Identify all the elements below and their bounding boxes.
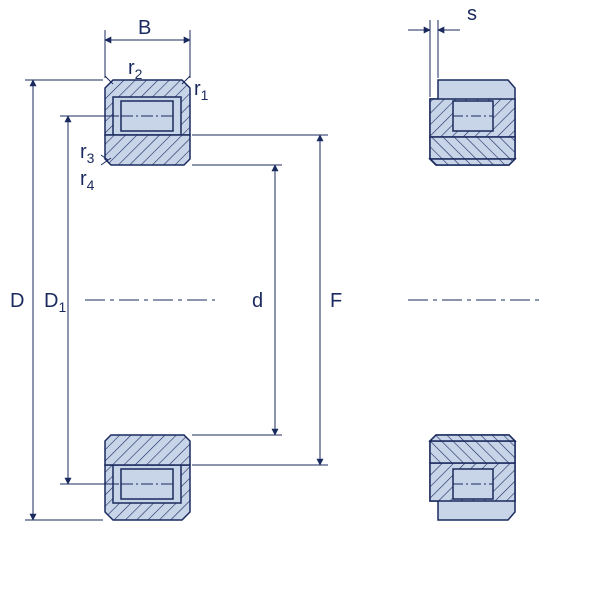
bearing-diagram: B s D D1 d F r2 r1 r3 r4 <box>0 0 600 600</box>
label-d: d <box>252 290 263 312</box>
right-hatch-inner-top <box>430 137 515 159</box>
label-D: D <box>10 290 24 312</box>
right-hatch-inner-bottom <box>430 441 515 463</box>
label-F: F <box>330 290 342 312</box>
label-B: B <box>138 17 151 39</box>
label-s: s <box>467 3 477 25</box>
inner-ring-top <box>105 135 190 165</box>
inner-ring-bottom <box>105 435 190 465</box>
